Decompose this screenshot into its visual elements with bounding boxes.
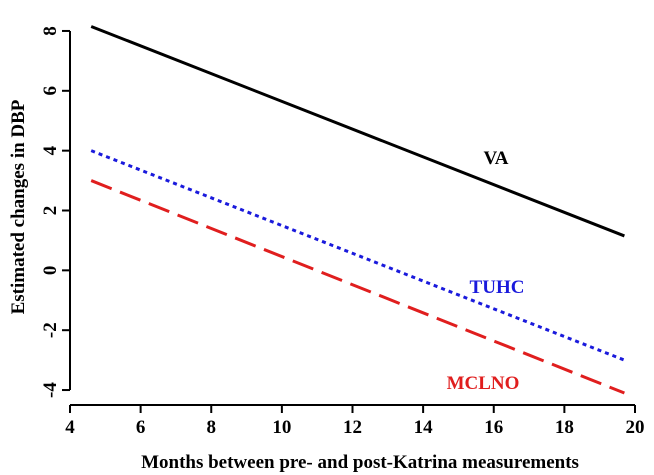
x-tick-label: 16 (484, 417, 503, 438)
series-line-tuhc (90, 149, 625, 362)
x-axis-title: Months between pre- and post-Katrina mea… (141, 452, 579, 473)
y-tick-label: -4 (40, 382, 61, 398)
series-layer (90, 25, 625, 395)
x-tick-label: 8 (207, 417, 217, 438)
series-line-va (90, 25, 625, 238)
y-tick-label: 2 (40, 206, 61, 216)
y-tick-label: 6 (40, 86, 61, 96)
x-tick-label: 20 (626, 417, 645, 438)
x-tick-label: 18 (555, 417, 574, 438)
y-tick-label: -2 (40, 322, 61, 338)
y-tick-label: 4 (40, 145, 61, 155)
y-axis-title: Estimated changes in DBP (8, 99, 29, 314)
y-tick-label: 0 (40, 266, 61, 276)
series-labels: VA TUHC MCLNO (447, 148, 525, 394)
x-tick-label: 12 (343, 417, 362, 438)
series-line-mclno (90, 179, 625, 395)
y-axis-ticks: -4 -2 0 2 4 6 8 (40, 26, 70, 398)
x-tick-label: 14 (414, 417, 434, 438)
plot-area: VA TUHC MCLNO (90, 25, 625, 395)
x-axis-ticks: 4 6 8 10 12 14 16 18 20 (65, 405, 645, 438)
series-label-va: VA (484, 148, 509, 169)
x-tick-label: 10 (272, 417, 291, 438)
x-tick-label: 4 (65, 417, 75, 438)
series-label-mclno: MCLNO (447, 373, 520, 394)
y-tick-label: 8 (40, 26, 61, 36)
series-label-tuhc: TUHC (470, 277, 525, 298)
x-tick-label: 6 (136, 417, 146, 438)
